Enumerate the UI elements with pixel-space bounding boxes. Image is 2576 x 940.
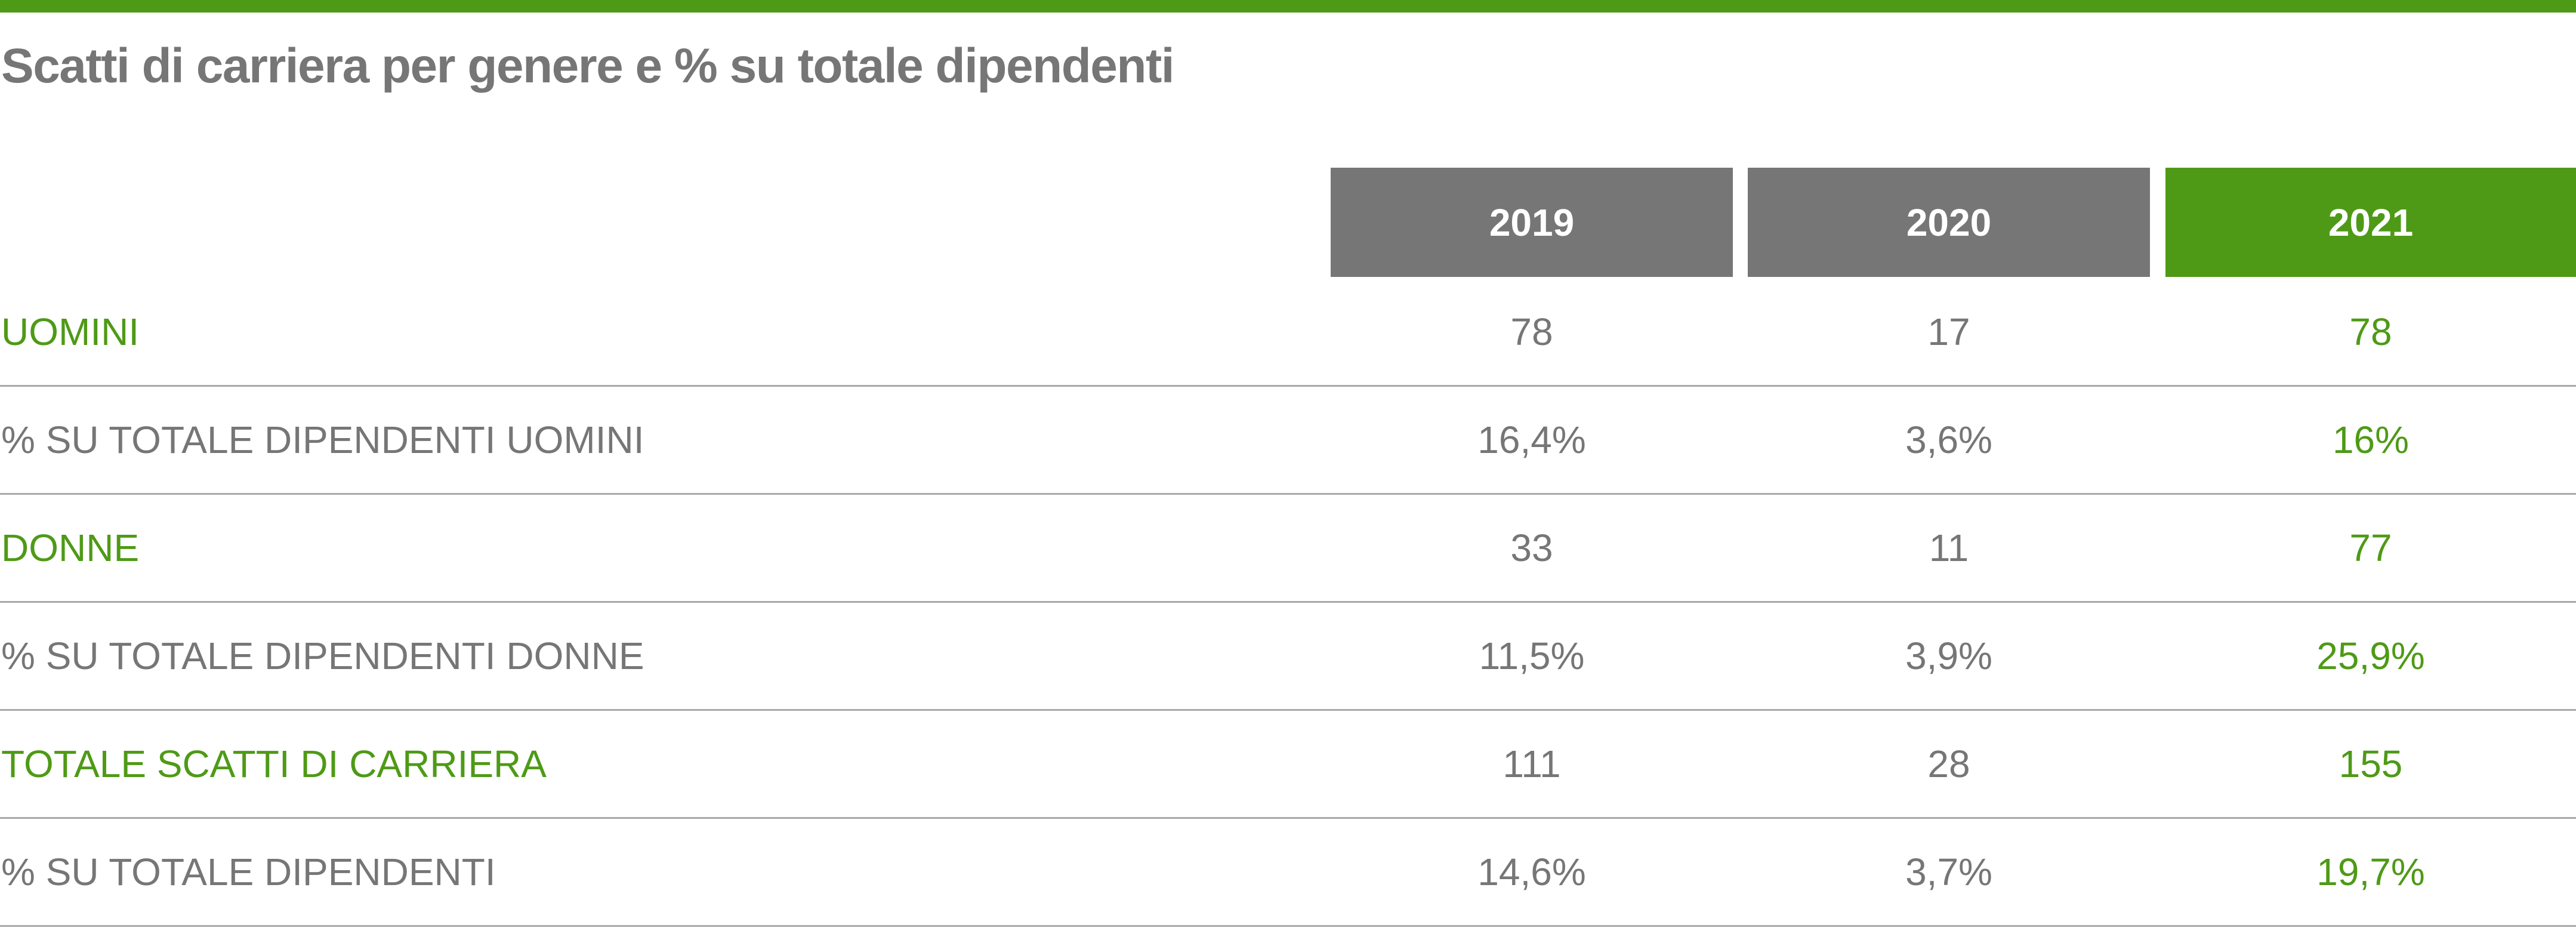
cell-2020: 28 bbox=[1927, 742, 1970, 785]
cell-2020: 3,9% bbox=[1905, 634, 1992, 677]
row-label: % SU TOTALE DIPENDENTI UOMINI bbox=[1, 418, 644, 461]
cell-2021: 25,9% bbox=[2316, 634, 2425, 677]
cell-2019: 78 bbox=[1510, 310, 1553, 353]
row-label: % SU TOTALE DIPENDENTI bbox=[1, 850, 496, 893]
cell-2021: 78 bbox=[2349, 310, 2392, 353]
cell-2019: 11,5% bbox=[1479, 634, 1585, 677]
table-row-pct-uomini: % SU TOTALE DIPENDENTI UOMINI 16,4% 3,6%… bbox=[0, 387, 2576, 495]
table-row-pct-totale: % SU TOTALE DIPENDENTI 14,6% 3,7% 19,7% bbox=[0, 819, 2576, 927]
cell-2019: 33 bbox=[1510, 526, 1553, 569]
cell-2020: 11 bbox=[1929, 526, 1969, 569]
cell-2021: 77 bbox=[2349, 526, 2392, 569]
table-row-donne: DONNE 33 11 77 bbox=[0, 495, 2576, 603]
cell-2020: 3,6% bbox=[1905, 418, 1992, 461]
cell-2020: 17 bbox=[1927, 310, 1970, 353]
row-label: UOMINI bbox=[1, 310, 140, 353]
column-header-2019: 2019 bbox=[1331, 168, 1733, 277]
cell-2021: 155 bbox=[2339, 742, 2403, 785]
row-label: TOTALE SCATTI DI CARRIERA bbox=[1, 742, 547, 785]
cell-2019: 16,4% bbox=[1477, 418, 1586, 461]
table-row-totale-scatti: TOTALE SCATTI DI CARRIERA 111 28 155 bbox=[0, 711, 2576, 819]
column-header-2021: 2021 bbox=[2165, 168, 2576, 277]
table-row-uomini: UOMINI 78 17 78 bbox=[0, 279, 2576, 387]
cell-2021: 19,7% bbox=[2316, 850, 2425, 893]
column-header-2020: 2020 bbox=[1748, 168, 2150, 277]
table-row-pct-donne: % SU TOTALE DIPENDENTI DONNE 11,5% 3,9% … bbox=[0, 603, 2576, 711]
cell-2019: 111 bbox=[1503, 742, 1561, 785]
row-label: DONNE bbox=[1, 526, 140, 569]
page-title: Scatti di carriera per genere e % su tot… bbox=[1, 39, 1175, 93]
cell-2019: 14,6% bbox=[1477, 850, 1586, 893]
cell-2020: 3,7% bbox=[1905, 850, 1992, 893]
row-label: % SU TOTALE DIPENDENTI DONNE bbox=[1, 634, 644, 677]
cell-2021: 16% bbox=[2332, 418, 2410, 461]
top-accent-bar bbox=[0, 0, 2576, 13]
